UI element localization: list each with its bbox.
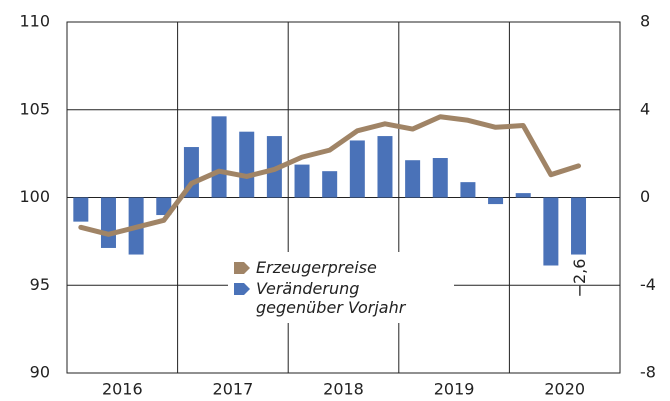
legend: Erzeugerpreise Veränderung gegenüber Vorj… — [228, 252, 454, 323]
bar — [377, 136, 393, 198]
bar — [100, 197, 116, 248]
y2-tick-label: -4 — [640, 275, 656, 294]
bar — [515, 193, 531, 198]
plot-frame — [66, 21, 621, 374]
y-tick-label: 100 — [19, 187, 50, 206]
bar — [322, 171, 338, 198]
bar — [156, 197, 172, 216]
legend-item: Veränderung gegenüber Vorjahr — [234, 279, 448, 317]
y-tick-label: 105 — [19, 99, 50, 118]
bar — [543, 197, 559, 266]
legend-item: Erzeugerpreise — [234, 258, 448, 277]
x-tick-label: 2016 — [102, 380, 143, 399]
bar — [239, 131, 255, 198]
bar — [488, 197, 504, 205]
x-tick-label: 2020 — [544, 380, 585, 399]
y2-tick-label: -8 — [640, 363, 656, 382]
legend-swatch — [234, 262, 250, 274]
y2-tick-label: 8 — [640, 12, 650, 31]
bar — [571, 197, 587, 255]
data-label: −2,6 — [570, 259, 589, 298]
bar — [432, 158, 448, 198]
bar — [294, 164, 310, 198]
legend-swatch — [234, 283, 250, 295]
bar — [73, 197, 89, 222]
x-tick-label: 2017 — [213, 380, 254, 399]
y2-tick-label: 4 — [640, 99, 650, 118]
y-tick-label: 95 — [30, 275, 50, 294]
bar — [211, 116, 227, 198]
legend-marker — [234, 283, 250, 295]
bar — [405, 160, 421, 198]
legend-label: Erzeugerpreise — [256, 258, 377, 277]
bar — [460, 182, 476, 198]
y2-tick-label: 0 — [640, 187, 650, 206]
x-tick-label: 2018 — [323, 380, 364, 399]
line — [78, 114, 582, 237]
x-tick-label: 2019 — [434, 380, 475, 399]
bar — [349, 140, 365, 198]
y-tick-label: 90 — [30, 363, 50, 382]
legend-label: Veränderung gegenüber Vorjahr — [256, 279, 406, 317]
y-tick-label: 110 — [19, 12, 50, 31]
legend-marker — [234, 262, 250, 274]
